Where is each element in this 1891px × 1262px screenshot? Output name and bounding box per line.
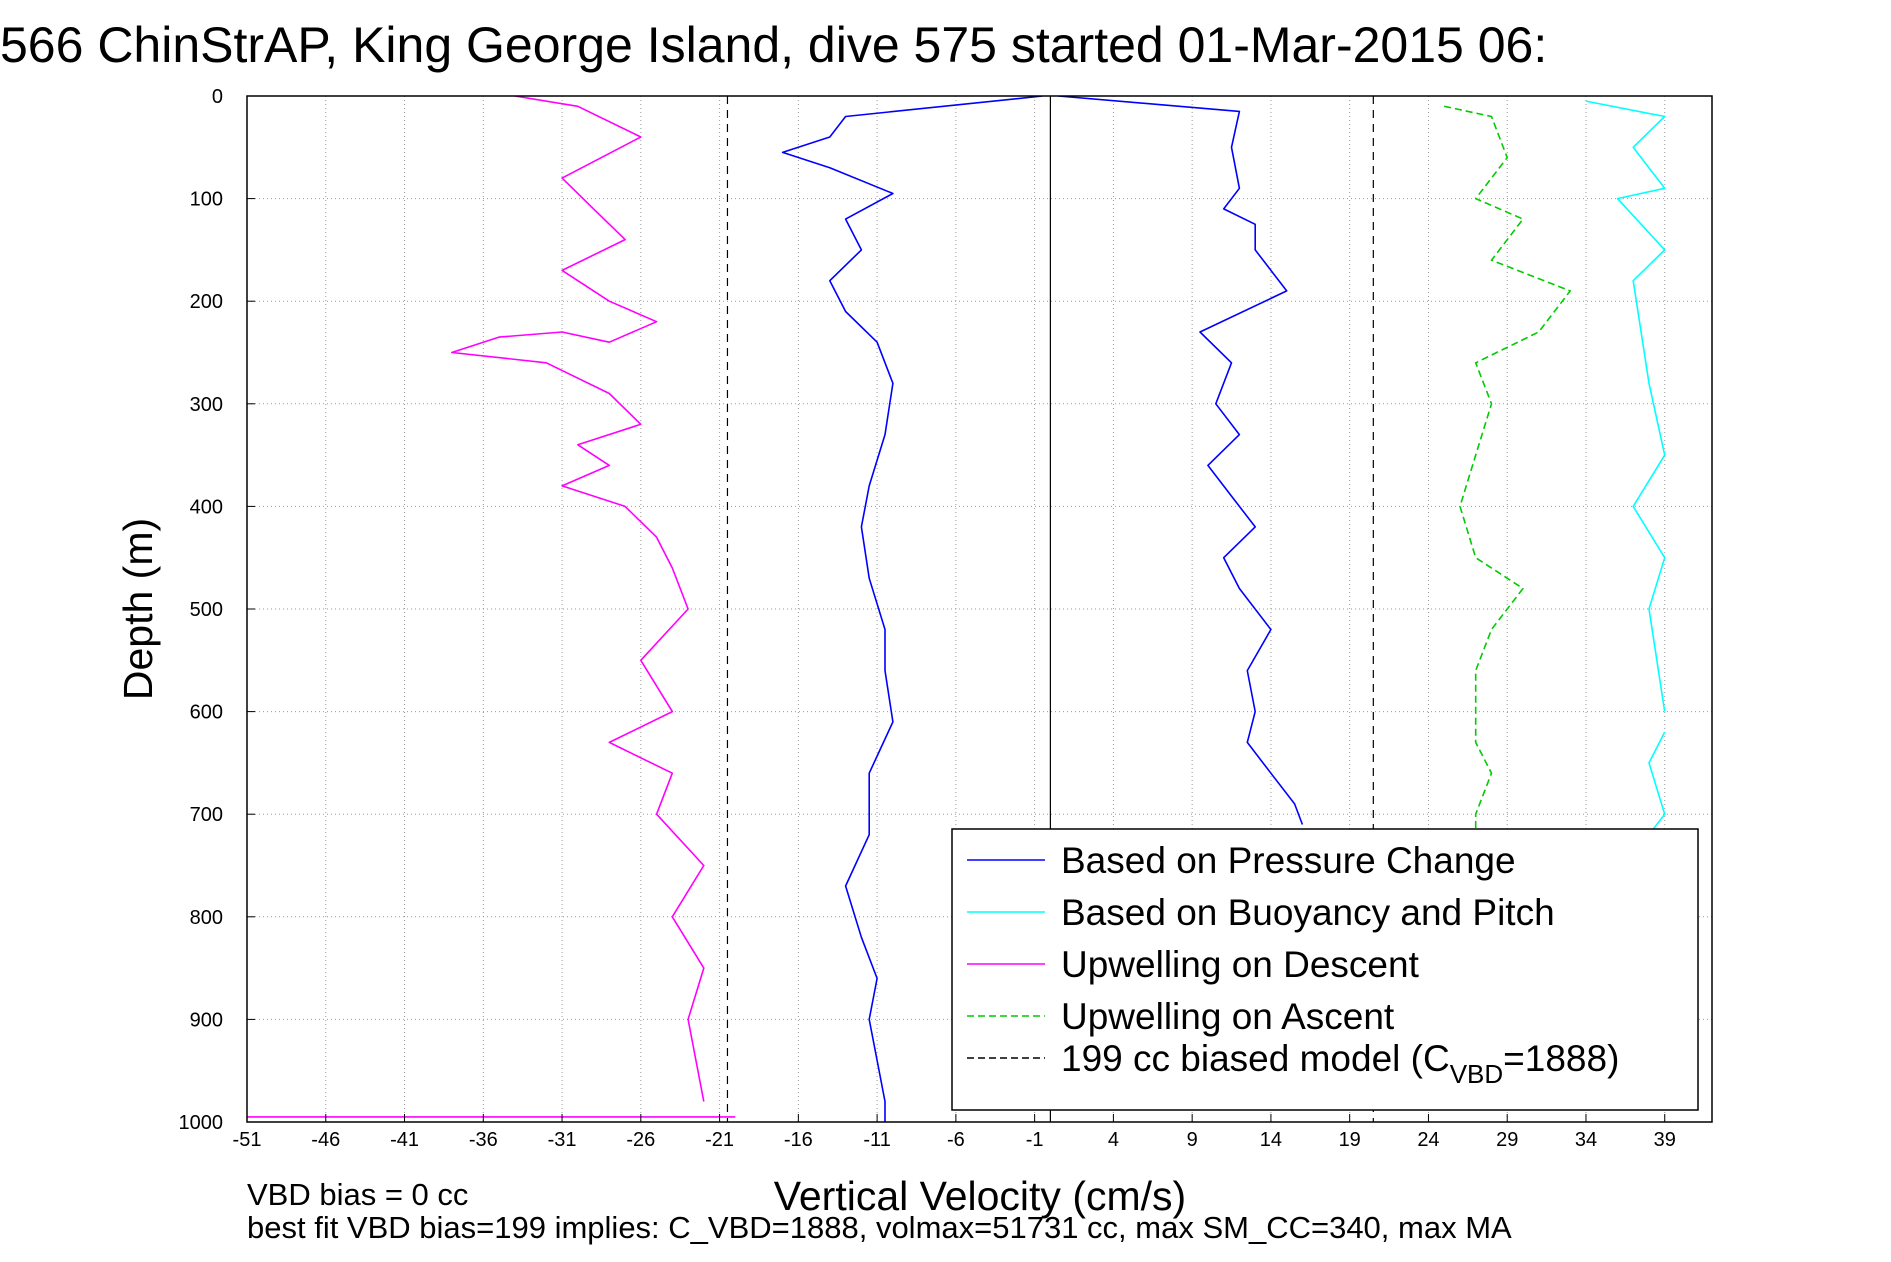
legend-label: Upwelling on Descent — [1061, 944, 1420, 985]
x-tick-label: -51 — [233, 1129, 262, 1151]
legend-label: Based on Pressure Change — [1061, 840, 1516, 881]
x-tick-label: 34 — [1575, 1129, 1597, 1151]
legend-subscript: VBD — [1450, 1059, 1503, 1089]
series-line-2 — [450, 96, 705, 1102]
x-tick-label: 24 — [1417, 1129, 1439, 1151]
x-tick-label: 4 — [1108, 1129, 1119, 1151]
legend-suffix: =1888) — [1503, 1038, 1619, 1079]
y-tick-label: 800 — [190, 907, 223, 929]
y-tick-label: 900 — [190, 1009, 223, 1031]
legend-box — [951, 828, 1699, 1111]
x-tick-label: -31 — [548, 1129, 577, 1151]
legend-label: Upwelling on Ascent — [1061, 996, 1395, 1037]
series-line-1 — [1585, 100, 1666, 712]
x-tick-label: -1 — [1026, 1129, 1044, 1151]
y-axis-label: Depth (m) — [115, 518, 161, 700]
y-tick-label: 700 — [190, 804, 223, 826]
best-fit-note: best fit VBD bias=199 implies: C_VBD=188… — [247, 1210, 1512, 1245]
y-tick-label: 400 — [190, 496, 223, 518]
y-tick-label: 300 — [190, 394, 223, 416]
x-tick-label: 9 — [1187, 1129, 1198, 1151]
x-tick-label: 19 — [1339, 1129, 1361, 1151]
legend-label: Based on Buoyancy and Pitch — [1061, 892, 1555, 933]
y-tick-label: 1000 — [179, 1112, 224, 1134]
y-tick-label: 500 — [190, 599, 223, 621]
series-line-3 — [1444, 105, 1571, 845]
legend: Based on Pressure Change Based on Buoyanc… — [951, 828, 1699, 1111]
x-tick-label: -21 — [705, 1129, 734, 1151]
series-line-1 — [1648, 731, 1666, 846]
y-tick-label: 600 — [190, 702, 223, 724]
x-ticks: -51 -46 -41 -36 -31 -26 -21 -16 -11 -6 -1 4 9 14 19 24 2… — [233, 1114, 1676, 1151]
y-tick-label: 0 — [212, 86, 223, 108]
x-axis-label: Vertical Velocity (cm/s) — [774, 1173, 1186, 1219]
vbd-bias-note: VBD bias = 0 cc — [247, 1177, 468, 1212]
chart-title: 566 ChinStrAP, King George Island, dive … — [0, 17, 1547, 73]
y-ticks: 0 100 200 300 400 500 600 700 800 900 1000 — [179, 86, 255, 1134]
x-tick-label: -16 — [784, 1129, 813, 1151]
y-tick-label: 100 — [190, 189, 223, 211]
series-line-0 — [781, 96, 1043, 1122]
x-tick-label: 14 — [1260, 1129, 1282, 1151]
x-tick-label: -36 — [469, 1129, 498, 1151]
series-line-0 — [1058, 96, 1304, 825]
y-tick-label: 200 — [190, 291, 223, 313]
x-tick-label: -11 — [863, 1129, 890, 1151]
x-tick-label: 39 — [1654, 1129, 1676, 1151]
x-tick-label: -41 — [390, 1129, 419, 1151]
series-layer — [247, 96, 1666, 1122]
x-tick-label: 29 — [1496, 1129, 1518, 1151]
x-tick-label: -6 — [947, 1129, 965, 1151]
x-tick-label: -46 — [311, 1129, 340, 1151]
x-tick-label: -26 — [626, 1129, 655, 1151]
